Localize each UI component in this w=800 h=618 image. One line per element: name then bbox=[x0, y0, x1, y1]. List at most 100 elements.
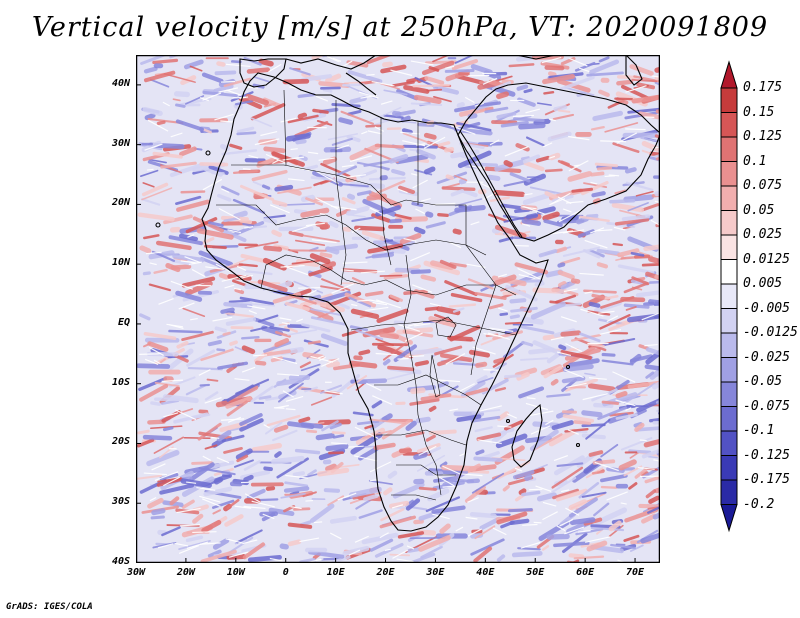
velocity-streak bbox=[288, 293, 317, 305]
velocity-streak bbox=[467, 113, 478, 119]
velocity-streak bbox=[198, 250, 234, 267]
velocity-streak bbox=[147, 419, 166, 425]
velocity-streak bbox=[253, 401, 265, 404]
velocity-streak bbox=[400, 131, 420, 135]
velocity-streak bbox=[567, 171, 593, 182]
velocity-streak bbox=[298, 154, 308, 162]
velocity-streak bbox=[588, 450, 604, 457]
velocity-streak bbox=[360, 169, 378, 178]
credit-text: GrADS: IGES/COLA bbox=[6, 602, 93, 612]
velocity-streak bbox=[346, 60, 369, 68]
velocity-streak bbox=[300, 422, 324, 429]
velocity-streak bbox=[205, 266, 224, 270]
velocity-streak bbox=[504, 419, 524, 431]
velocity-streak bbox=[629, 451, 640, 459]
velocity-streak bbox=[436, 356, 459, 367]
velocity-streak bbox=[499, 312, 509, 317]
velocity-streak bbox=[143, 66, 158, 74]
velocity-streak bbox=[652, 145, 660, 149]
border-line bbox=[465, 205, 497, 376]
velocity-streak bbox=[247, 554, 282, 563]
velocity-streak bbox=[200, 348, 234, 362]
velocity-streak bbox=[251, 442, 282, 453]
lon-tick-label: 70E bbox=[626, 567, 645, 578]
velocity-streak bbox=[532, 287, 568, 294]
velocity-streak bbox=[208, 221, 224, 227]
comoros bbox=[505, 418, 511, 424]
velocity-streak bbox=[139, 313, 151, 321]
velocity-streak bbox=[268, 63, 282, 73]
velocity-streak bbox=[474, 426, 493, 433]
velocity-streak bbox=[153, 63, 164, 69]
velocity-streak bbox=[544, 65, 565, 71]
velocity-streak bbox=[228, 551, 249, 558]
velocity-streak bbox=[548, 428, 577, 447]
velocity-streak bbox=[348, 445, 364, 448]
velocity-streak bbox=[641, 311, 660, 321]
velocity-streak bbox=[625, 128, 646, 131]
velocity-streak bbox=[371, 80, 395, 87]
velocity-streak bbox=[555, 488, 588, 502]
velocity-streak bbox=[496, 91, 510, 100]
colorbar-segment bbox=[720, 259, 738, 285]
velocity-streak bbox=[618, 459, 637, 471]
velocity-streak bbox=[633, 422, 643, 428]
velocity-streak bbox=[310, 503, 335, 523]
velocity-streak bbox=[552, 488, 580, 500]
velocity-streak bbox=[449, 241, 462, 249]
velocity-streak bbox=[581, 180, 609, 196]
border-line bbox=[283, 89, 419, 205]
velocity-streak bbox=[552, 113, 575, 121]
velocity-streak bbox=[591, 191, 606, 198]
velocity-streak bbox=[283, 486, 310, 493]
velocity-streak bbox=[621, 84, 651, 101]
velocity-streak bbox=[158, 297, 174, 305]
redsea-coastline bbox=[459, 130, 523, 238]
velocity-streak bbox=[562, 208, 572, 213]
velocity-streak bbox=[454, 55, 482, 64]
velocity-streak bbox=[369, 538, 394, 552]
velocity-streak bbox=[218, 87, 238, 93]
velocity-streak bbox=[393, 344, 417, 363]
velocity-streak bbox=[414, 322, 431, 327]
lon-tick-label: 30W bbox=[126, 567, 146, 578]
velocity-streak bbox=[153, 359, 161, 365]
border-line bbox=[403, 254, 442, 496]
velocity-streak bbox=[636, 425, 660, 432]
velocity-streak bbox=[523, 160, 545, 172]
velocity-streak bbox=[327, 133, 359, 141]
velocity-streak bbox=[562, 364, 594, 372]
velocity-streak bbox=[289, 86, 297, 89]
velocity-streak bbox=[369, 106, 402, 122]
velocity-streak bbox=[197, 422, 222, 441]
velocity-streak bbox=[648, 280, 660, 284]
velocity-streak bbox=[599, 329, 622, 335]
colorbar-segment bbox=[720, 210, 738, 236]
velocity-streak bbox=[175, 409, 197, 421]
velocity-streak bbox=[236, 126, 255, 134]
velocity-streak bbox=[649, 151, 660, 158]
velocity-streak bbox=[569, 497, 598, 518]
velocity-streak bbox=[366, 55, 402, 65]
colorbar-label: 0.175 bbox=[743, 80, 783, 95]
velocity-streak bbox=[145, 251, 162, 255]
velocity-streak bbox=[579, 215, 610, 223]
velocity-streak bbox=[450, 125, 476, 135]
velocity-streak bbox=[178, 544, 200, 555]
velocity-streak bbox=[611, 202, 644, 213]
velocity-streak bbox=[584, 239, 608, 249]
velocity-streak bbox=[341, 269, 354, 272]
velocity-streak bbox=[492, 330, 523, 341]
velocity-streak bbox=[468, 74, 490, 77]
velocity-streak bbox=[180, 260, 196, 264]
velocity-streak bbox=[644, 116, 655, 118]
velocity-streak bbox=[479, 405, 502, 412]
velocity-streak bbox=[558, 344, 567, 351]
velocity-streak bbox=[284, 265, 309, 276]
velocity-streak bbox=[654, 484, 660, 494]
velocity-streak bbox=[432, 480, 465, 491]
velocity-streak bbox=[262, 97, 282, 109]
velocity-streak bbox=[211, 171, 225, 175]
velocity-streak bbox=[617, 248, 640, 258]
velocity-streak bbox=[277, 186, 312, 195]
